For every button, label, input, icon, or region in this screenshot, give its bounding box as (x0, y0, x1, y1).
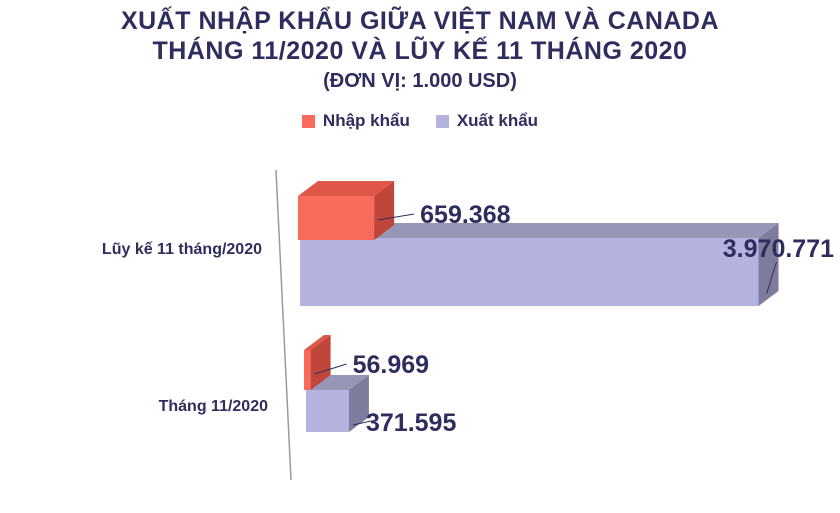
value-label-export-cumulative: 3.970.771 (723, 235, 834, 263)
legend-label-import: Nhập khẩu (322, 111, 410, 130)
chart-title-line2: THÁNG 11/2020 VÀ LŨY KẾ 11 THÁNG 2020 (152, 37, 688, 65)
chart-title: XUẤT NHẬP KHẨU GIỮA VIỆT NAM VÀ CANADA (120, 7, 720, 35)
leader-import-month (314, 363, 347, 375)
category-label-cumulative: Lũy kế 11 tháng/2020 (102, 241, 262, 258)
bar-import-month-top (304, 335, 331, 350)
bar-import-month-side (310, 335, 331, 390)
legend-swatch-export (435, 114, 449, 128)
leader-export-month (352, 420, 372, 426)
bar-export-cumulative-top (300, 223, 779, 238)
legend-item-export: Xuất khẩu (435, 111, 539, 131)
value-label-export-month: 371.595 (366, 409, 456, 437)
legend-swatch-import (301, 114, 315, 128)
chart-title-block: XUẤT NHẬP KHẨU GIỮA VIỆT NAM VÀ CANADA T… (0, 6, 840, 94)
category-label-month: Tháng 11/2020 (159, 398, 268, 415)
bar-import-cumulative-top (298, 181, 395, 196)
leader-import-cumulative (378, 213, 415, 221)
value-label-import-month: 56.969 (353, 351, 429, 379)
bar-import-cumulative (298, 196, 375, 240)
chart-legend: Nhập khẩu Xuất khẩu (0, 111, 840, 131)
value-label-import-cumulative: 659.368 (420, 201, 510, 229)
legend-label-export: Xuất khẩu (456, 111, 539, 130)
bar-export-month-side (348, 375, 369, 432)
category-axis-line (275, 169, 292, 481)
legend-item-import: Nhập khẩu (301, 111, 410, 131)
bar-export-month (306, 390, 349, 432)
chart-subtitle: (ĐƠN VỊ: 1.000 USD) (323, 70, 517, 92)
bar-export-cumulative (300, 238, 759, 306)
bar-import-month (304, 350, 311, 390)
bar-export-cumulative-side (758, 223, 779, 306)
bar-import-cumulative-side (374, 181, 395, 240)
leader-export-cumulative (766, 261, 778, 295)
